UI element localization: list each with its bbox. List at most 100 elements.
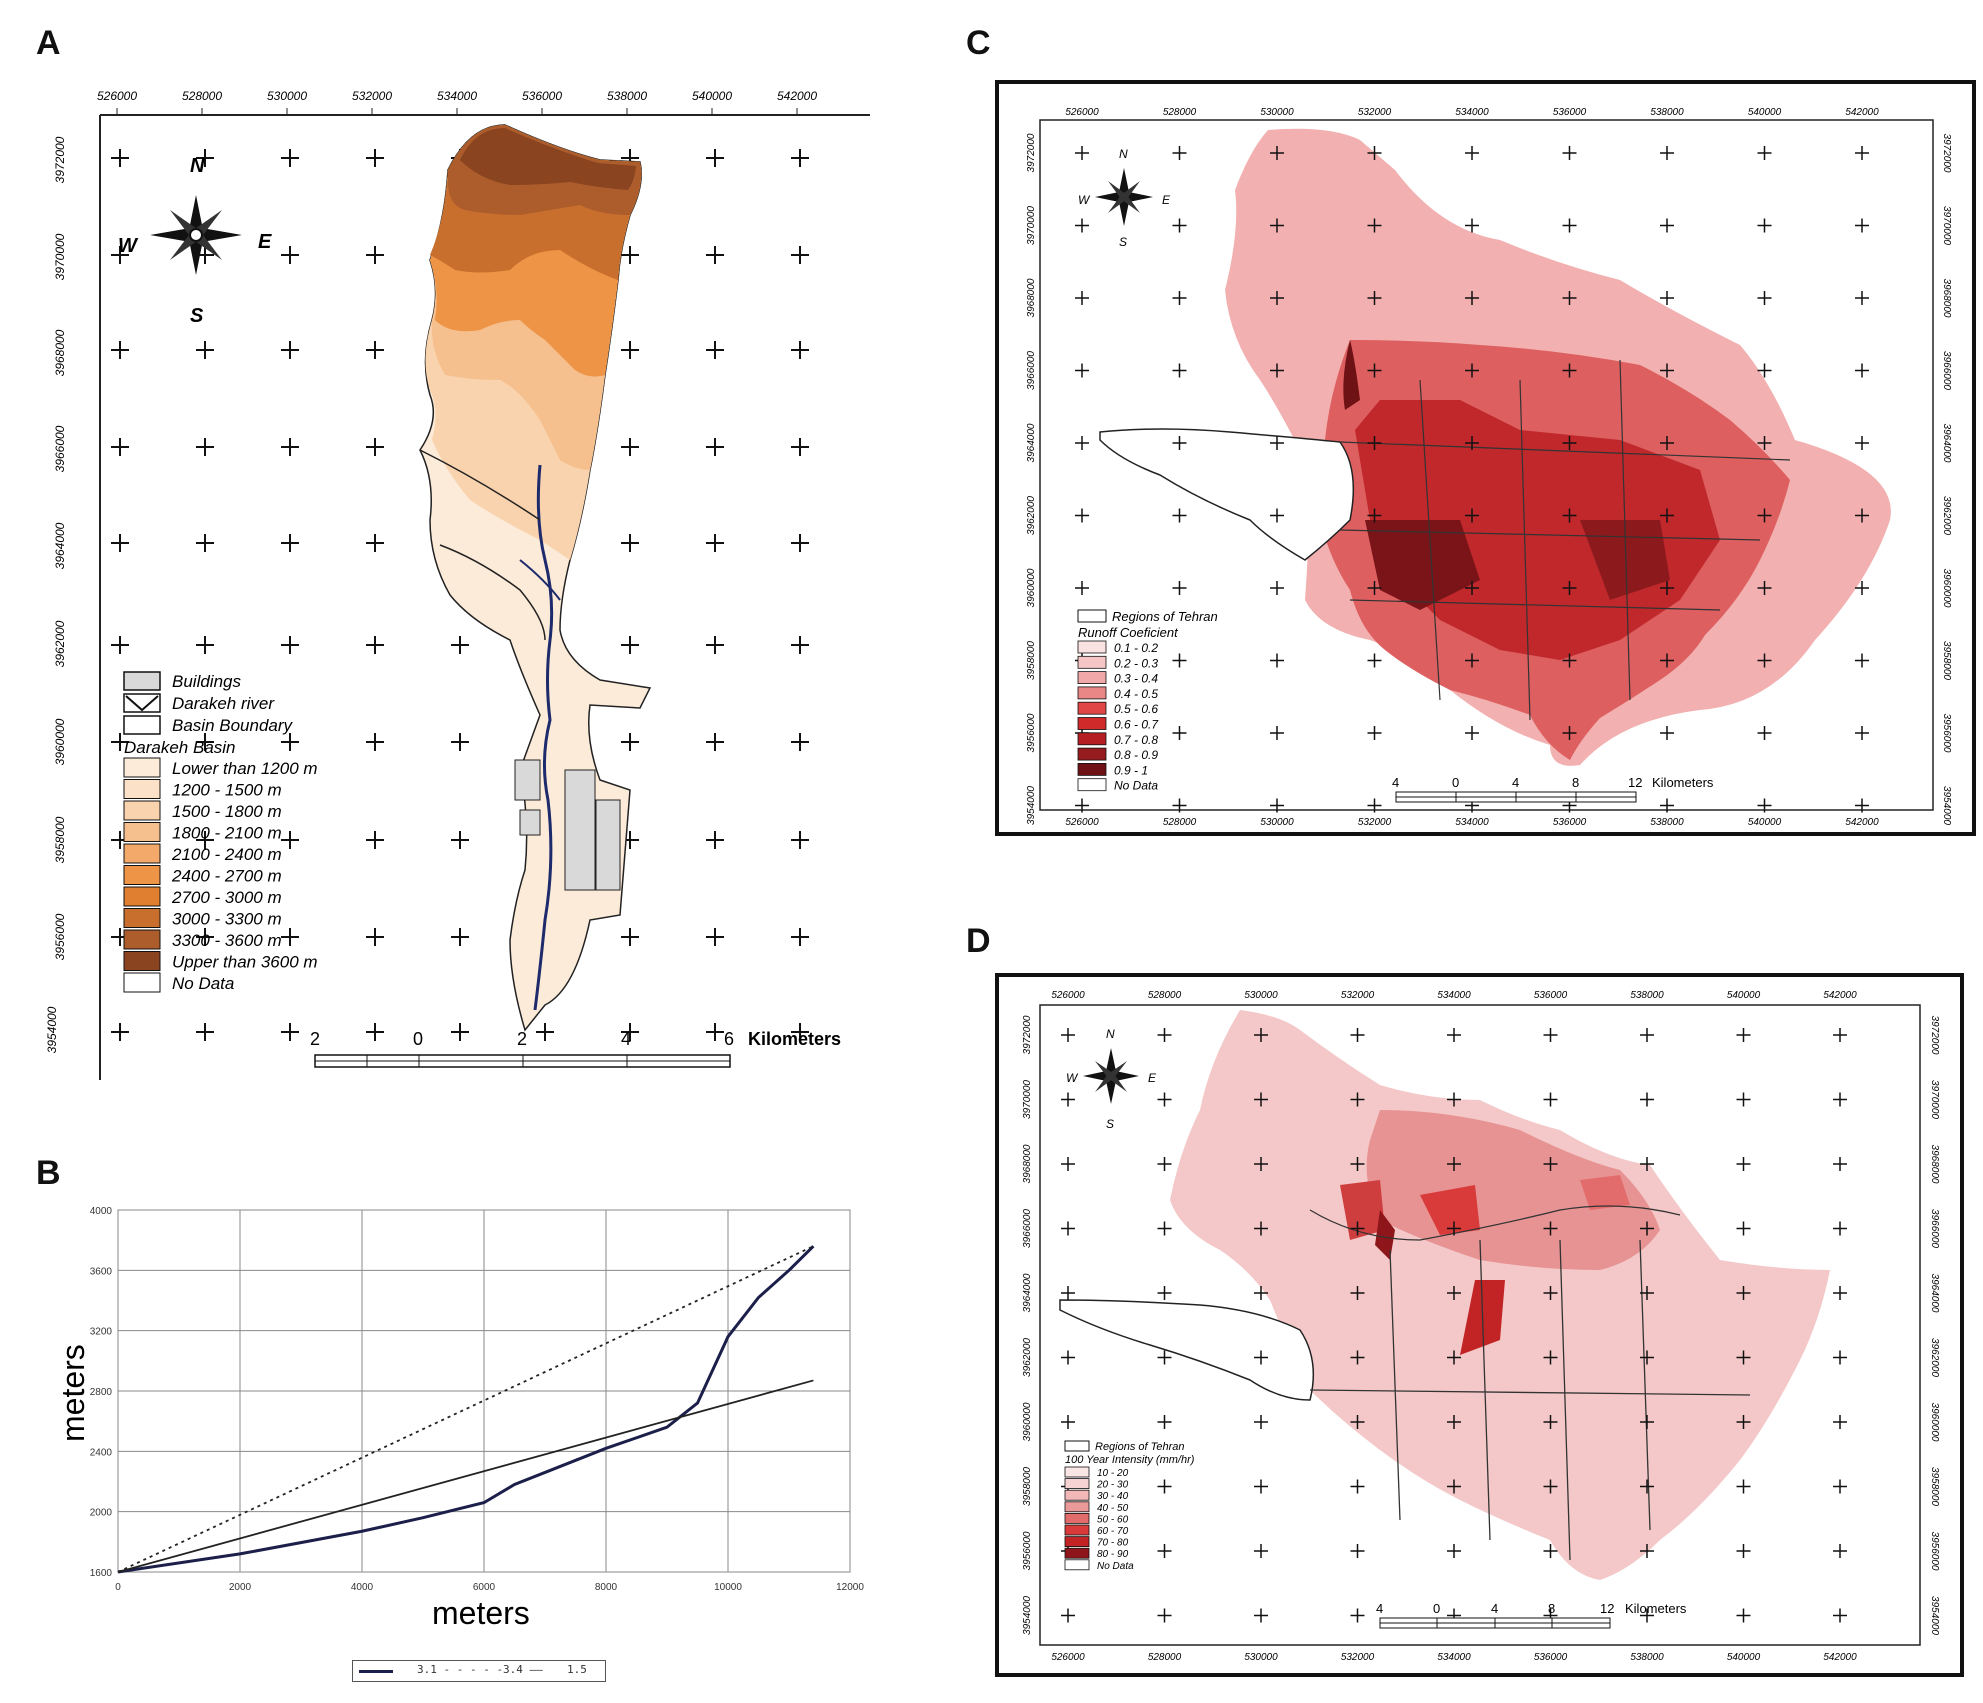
grid-cross [366,928,384,946]
grid-cross [1254,1092,1268,1107]
scale-d-unit: Kilometers [1625,1601,1687,1616]
grid-cross [1465,363,1479,378]
legend-swatch [1064,1547,1090,1559]
map-top-tick: 540000 [1748,107,1782,118]
legend-class-label: 0.2 - 0.3 [1114,656,1158,670]
legend-swatch [123,757,161,778]
map-left-tick: 3954000 [1026,786,1037,825]
grid-cross [1736,1608,1751,1623]
map-right-tick: 3972000 [1929,1016,1940,1055]
grid-cross [1757,653,1772,668]
grid-cross [1757,218,1772,233]
panel-a-legend: Buildings Darakeh river Basin Boundary D… [123,671,318,993]
scale-a-unit: Kilometers [748,1029,841,1049]
grid-cross [1660,581,1674,595]
grid-cross [791,733,809,751]
grid-cross [1757,291,1772,305]
map-right-tick: 3960000 [1929,1403,1940,1442]
map-top-tick: 536000 [1534,990,1568,1001]
compass-d-e: E [1148,1071,1157,1085]
grid-cross [1447,1092,1461,1107]
chart-series-line [117,1245,815,1574]
chart-xtick: 4000 [351,1582,374,1593]
grid-cross [1350,1157,1365,1171]
grid-cross [1350,1092,1365,1107]
legend-class-label: 1500 - 1800 m [172,802,282,821]
grid-cross [1660,218,1674,233]
grid-cross [1075,291,1089,305]
legend-swatch [1077,701,1107,715]
chart-series-line [117,1379,814,1573]
grid-cross [1447,1221,1461,1236]
grid-cross [1270,726,1284,740]
map-right-tick: 3972000 [1941,134,1952,173]
legend-d-title: 100 Year Intensity (mm/hr) [1065,1454,1195,1466]
grid-cross [366,1023,384,1041]
grid-cross [281,534,299,552]
grid-cross [1254,1157,1268,1171]
grid-cross [1172,218,1187,233]
legend-c-regions: Regions of Tehran [1112,609,1218,624]
legend-swatch [1064,1513,1090,1524]
grid-cross [366,534,384,552]
scale-d-0: 4 [1376,1601,1383,1616]
grid-cross [1855,146,1869,160]
legend-class-label: 3300 - 3600 m [172,931,282,950]
grid-cross [1660,363,1674,378]
grid-cross [621,246,639,264]
grid-cross [1447,1544,1461,1558]
grid-cross [1061,1092,1075,1107]
grid-cross [1447,1479,1461,1494]
legend-swatch [1077,640,1107,654]
grid-cross [1736,1286,1751,1300]
panel-label-d: D [966,922,991,960]
grid-cross [366,149,384,167]
map-top-tick: 538000 [1630,990,1664,1001]
grid-cross [1660,653,1674,668]
legend-class-label: 3000 - 3300 m [172,910,282,929]
scale-d-1: 0 [1433,1601,1440,1616]
legend-swatch [1077,686,1107,700]
grid-cross [1254,1544,1268,1558]
grid-cross [1350,1221,1365,1236]
map-right-tick: 3966000 [1941,351,1952,390]
map-right-tick: 3962000 [1941,496,1952,535]
grid-cross [1543,1286,1558,1300]
legend-class-label: 0.3 - 0.4 [1114,672,1158,686]
legend-swatch [1077,778,1107,792]
map-left-tick: 3970000 [1022,1080,1033,1119]
grid-cross [706,928,724,946]
grid-cross [1367,436,1382,450]
north-arrow-icon [150,195,242,275]
grid-cross [791,246,809,264]
grid-cross [706,246,724,264]
chart-ytick: 1600 [90,1568,113,1579]
grid-cross [1350,1608,1365,1623]
grid-cross [1562,653,1577,668]
grid-cross [1350,1479,1365,1494]
legend-class-label: 30 - 40 [1097,1491,1129,1502]
legend-item-1: 3.1 - - - - - [417,1663,504,1676]
legend-class-label: 0.7 - 0.8 [1114,733,1158,747]
grid-cross [621,928,639,946]
chart-legend: 3.1 - - - - - 3.4 —— 1.5 [352,1660,606,1682]
legend-swatch [1064,1478,1090,1489]
legend-class-label: Upper than 3600 m [172,953,318,972]
map-bottom-tick: 542000 [1823,1652,1857,1663]
map-left-tick: 3962000 [1022,1338,1033,1377]
grid-cross [281,831,299,849]
grid-cross [111,246,129,264]
grid-cross [706,438,724,456]
grid-cross [1270,218,1284,233]
grid-cross [1855,581,1869,595]
map-left-tick: 3958000 [1026,641,1037,680]
grid-cross [791,534,809,552]
grid-cross [1367,363,1382,378]
grid-cross [111,534,129,552]
grid-cross [1465,726,1479,740]
grid-cross [1543,1028,1558,1042]
scale-a-1: 0 [413,1029,423,1049]
grid-cross [1172,653,1187,668]
grid-cross [706,534,724,552]
grid-cross [1061,1028,1075,1042]
